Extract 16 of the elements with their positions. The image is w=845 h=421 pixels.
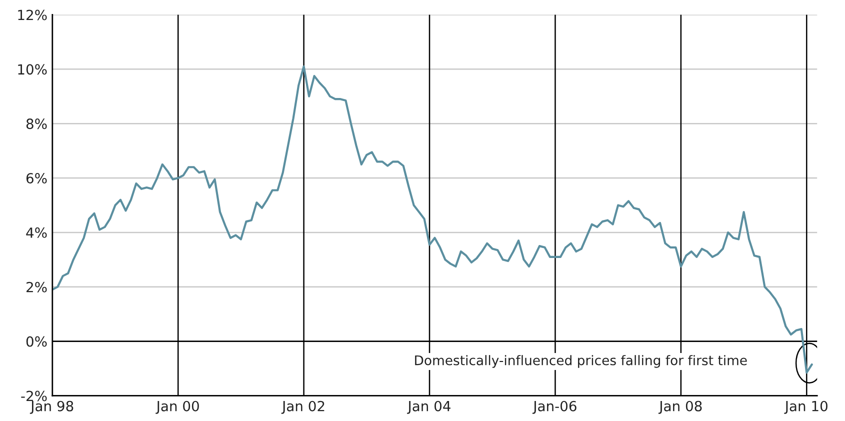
y-tick-label: 2% [26, 282, 47, 292]
y-tick-label: 0% [26, 336, 47, 347]
y-tick-label: 6% [26, 172, 47, 184]
x-tick-label: Jan 02 [281, 400, 324, 414]
x-tick-label: Jan 04 [407, 400, 450, 414]
y-tick-label: 10% [18, 64, 47, 75]
y-tick-label: 12% [18, 10, 47, 20]
annotation: Domestically-influenced prices falling for first time [415, 355, 747, 368]
y-tick-label: 8% [26, 118, 47, 130]
y-tick-label: 4% [26, 227, 47, 238]
x-tick-label: Jan-06 [532, 400, 576, 414]
x-tick-label: Jan 00 [156, 400, 199, 414]
y-tick-label: -2% [21, 390, 47, 402]
x-tick-label: Jan 10 [784, 400, 828, 414]
x-tick-label: Jan 08 [658, 400, 702, 414]
x-tick-label: Jan 98 [30, 400, 74, 414]
